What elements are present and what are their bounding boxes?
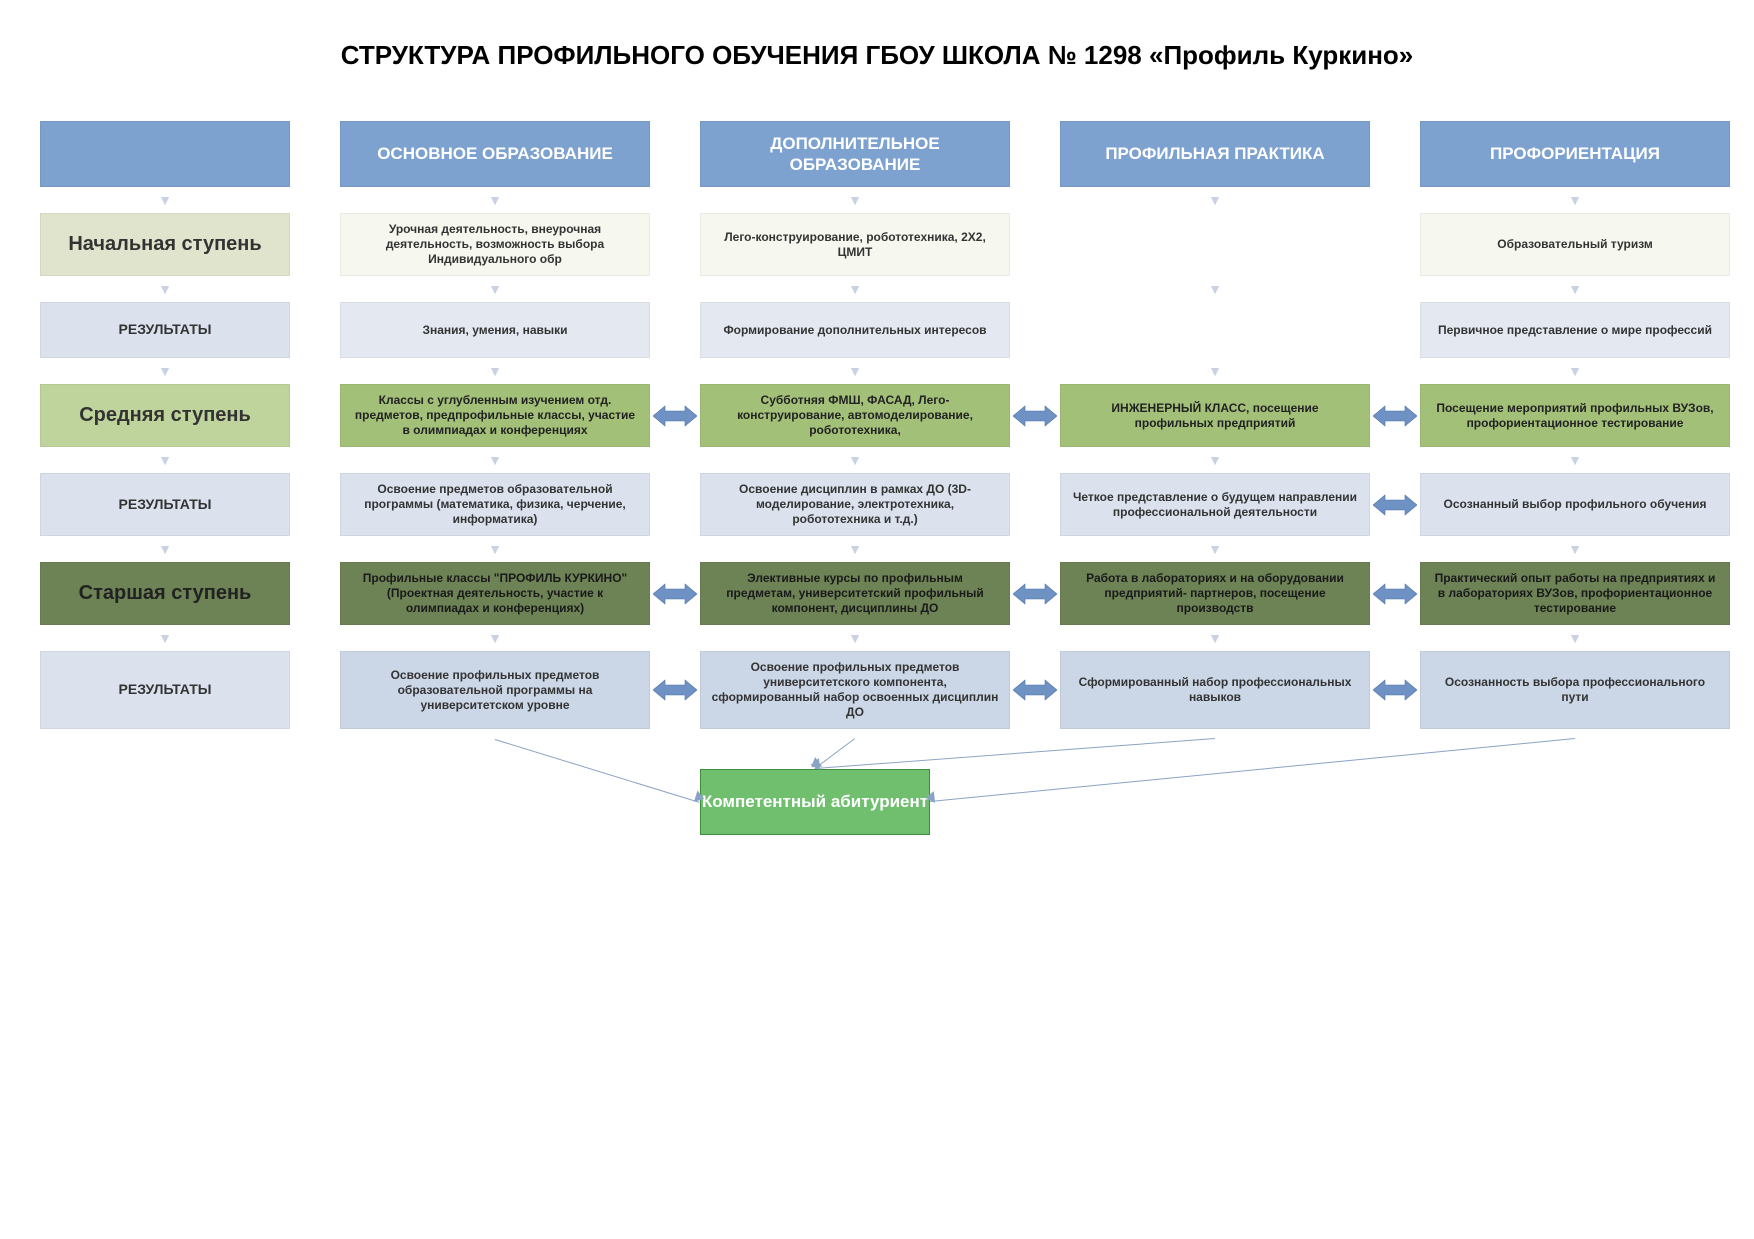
header-main-edu: ОСНОВНОЕ ОБРАЗОВАНИЕ <box>340 121 650 187</box>
res3-c5: Осознанность выбора профессионального пу… <box>1420 651 1730 729</box>
stage3-c2: Профильные классы "ПРОФИЛЬ КУРКИНО" (Про… <box>340 562 650 625</box>
down-row: ▼ ▼ ▼ ▼ ▼ <box>40 540 1730 558</box>
down-arrow-icon: ▼ <box>40 540 290 558</box>
stage3-c4: Работа в лабораториях и на оборудовании … <box>1060 562 1370 625</box>
down-arrow-icon: ▼ <box>700 451 1010 469</box>
bidirectional-arrow-icon <box>1373 582 1417 606</box>
stage2-c3: Субботняя ФМШ, ФАСАД, Лего-конструирован… <box>700 384 1010 447</box>
stage1-c5: Образовательный туризм <box>1420 213 1730 276</box>
res1-c5: Первичное представление о мире профессий <box>1420 302 1730 358</box>
final-wrap: Компетентный абитуриент <box>40 739 1714 859</box>
bidirectional-arrow-icon <box>1013 678 1057 702</box>
down-arrow-icon: ▼ <box>40 629 290 647</box>
stage-elementary-label: Начальная ступень <box>40 213 290 276</box>
results2-label: РЕЗУЛЬТАТЫ <box>40 473 290 536</box>
results3-label: РЕЗУЛЬТАТЫ <box>40 651 290 729</box>
down-row: ▼ ▼ ▼ ▼ ▼ <box>40 362 1730 380</box>
header-practice: ПРОФИЛЬНАЯ ПРАКТИКА <box>1060 121 1370 187</box>
res2-c4: Четкое представление о будущем направлен… <box>1060 473 1370 536</box>
down-arrow-icon: ▼ <box>340 191 650 209</box>
page-title: СТРУКТУРА ПРОФИЛЬНОГО ОБУЧЕНИЯ ГБОУ ШКОЛ… <box>40 40 1714 71</box>
stage-high-label: Старшая ступень <box>40 562 290 625</box>
bidirectional-arrow-icon <box>1373 493 1417 517</box>
down-arrow-icon: ▼ <box>1060 540 1370 558</box>
down-arrow-icon: ▼ <box>40 362 290 380</box>
converge-arrowhead-icon <box>810 758 820 771</box>
res2-c2: Освоение предметов образовательной прогр… <box>340 473 650 536</box>
res2-c5: Осознанный выбор профильного обучения <box>1420 473 1730 536</box>
stage3-c5: Практический опыт работы на предприятиях… <box>1420 562 1730 625</box>
header-orientation: ПРОФОРИЕНТАЦИЯ <box>1420 121 1730 187</box>
down-arrow-icon: ▼ <box>40 451 290 469</box>
down-arrow-icon: ▼ <box>700 629 1010 647</box>
res3-c4: Сформированный набор профессиональных на… <box>1060 651 1370 729</box>
down-arrow-icon: ▼ <box>1420 362 1730 380</box>
down-arrow-icon: ▼ <box>340 451 650 469</box>
bidirectional-arrow-icon <box>653 404 697 428</box>
down-arrow-icon: ▼ <box>700 540 1010 558</box>
down-arrow-icon: ▼ <box>700 280 1010 298</box>
bidirectional-arrow-icon <box>653 678 697 702</box>
res1-c2: Знания, умения, навыки <box>340 302 650 358</box>
down-arrow-icon: ▼ <box>1420 280 1730 298</box>
bidirectional-arrow-icon <box>1373 678 1417 702</box>
converge-arrowhead-icon <box>925 791 935 804</box>
stage1-c2: Урочная деятельность, внеурочная деятель… <box>340 213 650 276</box>
stage2-c4: ИНЖЕНЕРНЫЙ КЛАСС, посещение профильных п… <box>1060 384 1370 447</box>
down-arrow-icon: ▼ <box>1420 629 1730 647</box>
stage3-c3: Элективные курсы по профильным предметам… <box>700 562 1010 625</box>
down-arrow-icon: ▼ <box>340 629 650 647</box>
converge-line <box>930 738 1575 802</box>
down-arrow-icon: ▼ <box>1060 629 1370 647</box>
stage1-c3: Лего-конструирование, робототехника, 2Х2… <box>700 213 1010 276</box>
down-arrow-icon: ▼ <box>1420 540 1730 558</box>
down-arrow-icon: ▼ <box>340 362 650 380</box>
results1-label: РЕЗУЛЬТАТЫ <box>40 302 290 358</box>
down-arrow-icon: ▼ <box>1420 191 1730 209</box>
down-arrow-icon: ▼ <box>1060 280 1370 298</box>
stage2-c5: Посещение мероприятий профильных ВУЗов, … <box>1420 384 1730 447</box>
bidirectional-arrow-icon <box>1373 404 1417 428</box>
header-add-edu: ДОПОЛНИТЕЛЬНОЕ ОБРАЗОВАНИЕ <box>700 121 1010 187</box>
res3-c2: Освоение профильных предметов образовате… <box>340 651 650 729</box>
bidirectional-arrow-icon <box>1013 404 1057 428</box>
down-arrow-icon: ▼ <box>340 280 650 298</box>
bidirectional-arrow-icon <box>653 582 697 606</box>
down-row: ▼ ▼ ▼ ▼ ▼ <box>40 191 1730 209</box>
res3-c3: Освоение профильных предметов университе… <box>700 651 1010 729</box>
converge-line <box>815 738 1215 769</box>
header-col1-blank <box>40 121 290 187</box>
down-arrow-icon: ▼ <box>700 362 1010 380</box>
down-arrow-icon: ▼ <box>1420 451 1730 469</box>
res2-c3: Освоение дисциплин в рамках ДО (3D-модел… <box>700 473 1010 536</box>
converge-line <box>495 739 700 803</box>
down-arrow-icon: ▼ <box>1060 451 1370 469</box>
res1-c4-empty <box>1060 302 1370 358</box>
down-arrow-icon: ▼ <box>340 540 650 558</box>
down-arrow-icon: ▼ <box>40 280 290 298</box>
stage2-c2: Классы с углубленным изучением отд. пред… <box>340 384 650 447</box>
bidirectional-arrow-icon <box>1013 582 1057 606</box>
final-box: Компетентный абитуриент <box>700 769 930 835</box>
down-row: ▼ ▼ ▼ ▼ ▼ <box>40 451 1730 469</box>
down-row: ▼ ▼ ▼ ▼ ▼ <box>40 280 1730 298</box>
down-arrow-icon: ▼ <box>700 191 1010 209</box>
down-arrow-icon: ▼ <box>40 191 290 209</box>
down-arrow-icon: ▼ <box>1060 362 1370 380</box>
structure-grid: ОСНОВНОЕ ОБРАЗОВАНИЕ ДОПОЛНИТЕЛЬНОЕ ОБРА… <box>40 121 1714 729</box>
res1-c3: Формирование дополнительных интересов <box>700 302 1010 358</box>
down-arrow-icon: ▼ <box>1060 191 1370 209</box>
stage-middle-label: Средняя ступень <box>40 384 290 447</box>
down-row: ▼ ▼ ▼ ▼ ▼ <box>40 629 1730 647</box>
stage1-c4-empty <box>1060 213 1370 276</box>
